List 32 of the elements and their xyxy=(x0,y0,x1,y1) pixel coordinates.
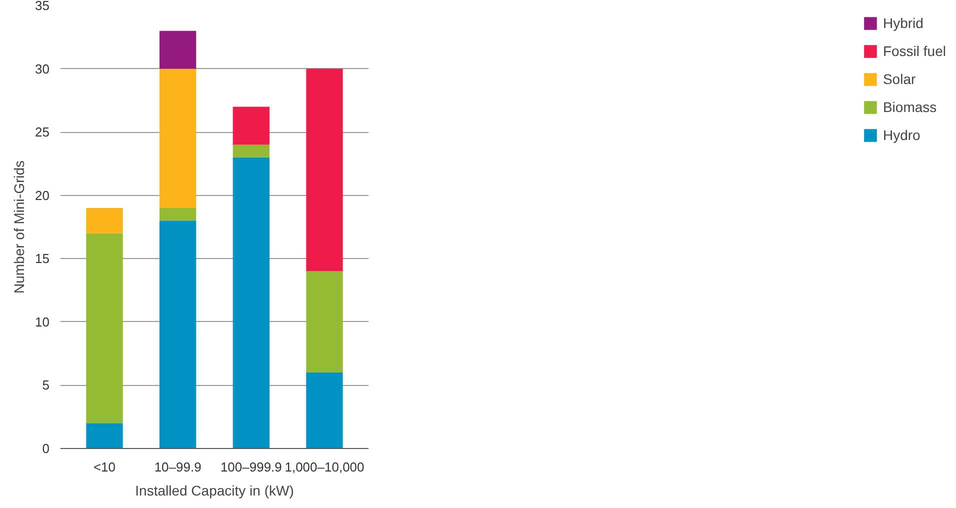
bar xyxy=(160,220,196,448)
bar xyxy=(232,144,270,158)
bar xyxy=(306,271,343,373)
bar xyxy=(232,157,270,448)
legend-label: Hydro xyxy=(882,127,920,143)
x-tick-label: <10 xyxy=(93,460,116,474)
legend-label: Fossil fuel xyxy=(882,43,946,59)
bar xyxy=(160,208,196,221)
bar xyxy=(232,106,270,145)
x-tick-label: 10–99.9 xyxy=(154,460,202,474)
bar xyxy=(160,68,196,208)
y-axis-title: Number of Mini-Grids xyxy=(11,160,28,294)
bar xyxy=(86,208,123,234)
bar xyxy=(86,423,123,448)
x-tick-label: 100–999.9 xyxy=(220,460,282,474)
legend-label: Solar xyxy=(882,71,916,87)
y-tick-label: 15 xyxy=(35,251,50,266)
x-tick-label: 1,000–10,000 xyxy=(284,460,364,474)
legend-label: Biomass xyxy=(882,99,937,115)
legend-label: Hybrid xyxy=(882,15,924,31)
bar xyxy=(306,68,343,272)
x-axis-title: Installed Capacity in (kW) xyxy=(135,482,294,498)
bar xyxy=(86,233,123,424)
y-tick-label: 35 xyxy=(35,0,50,13)
bar xyxy=(306,372,343,448)
y-tick-label: 0 xyxy=(42,441,50,456)
bar xyxy=(160,30,196,69)
y-tick-label: 10 xyxy=(35,314,50,330)
y-tick-label: 30 xyxy=(35,61,50,76)
y-tick-label: 5 xyxy=(42,378,50,393)
y-tick-label: 25 xyxy=(35,124,50,140)
y-tick-label: 20 xyxy=(35,188,50,203)
